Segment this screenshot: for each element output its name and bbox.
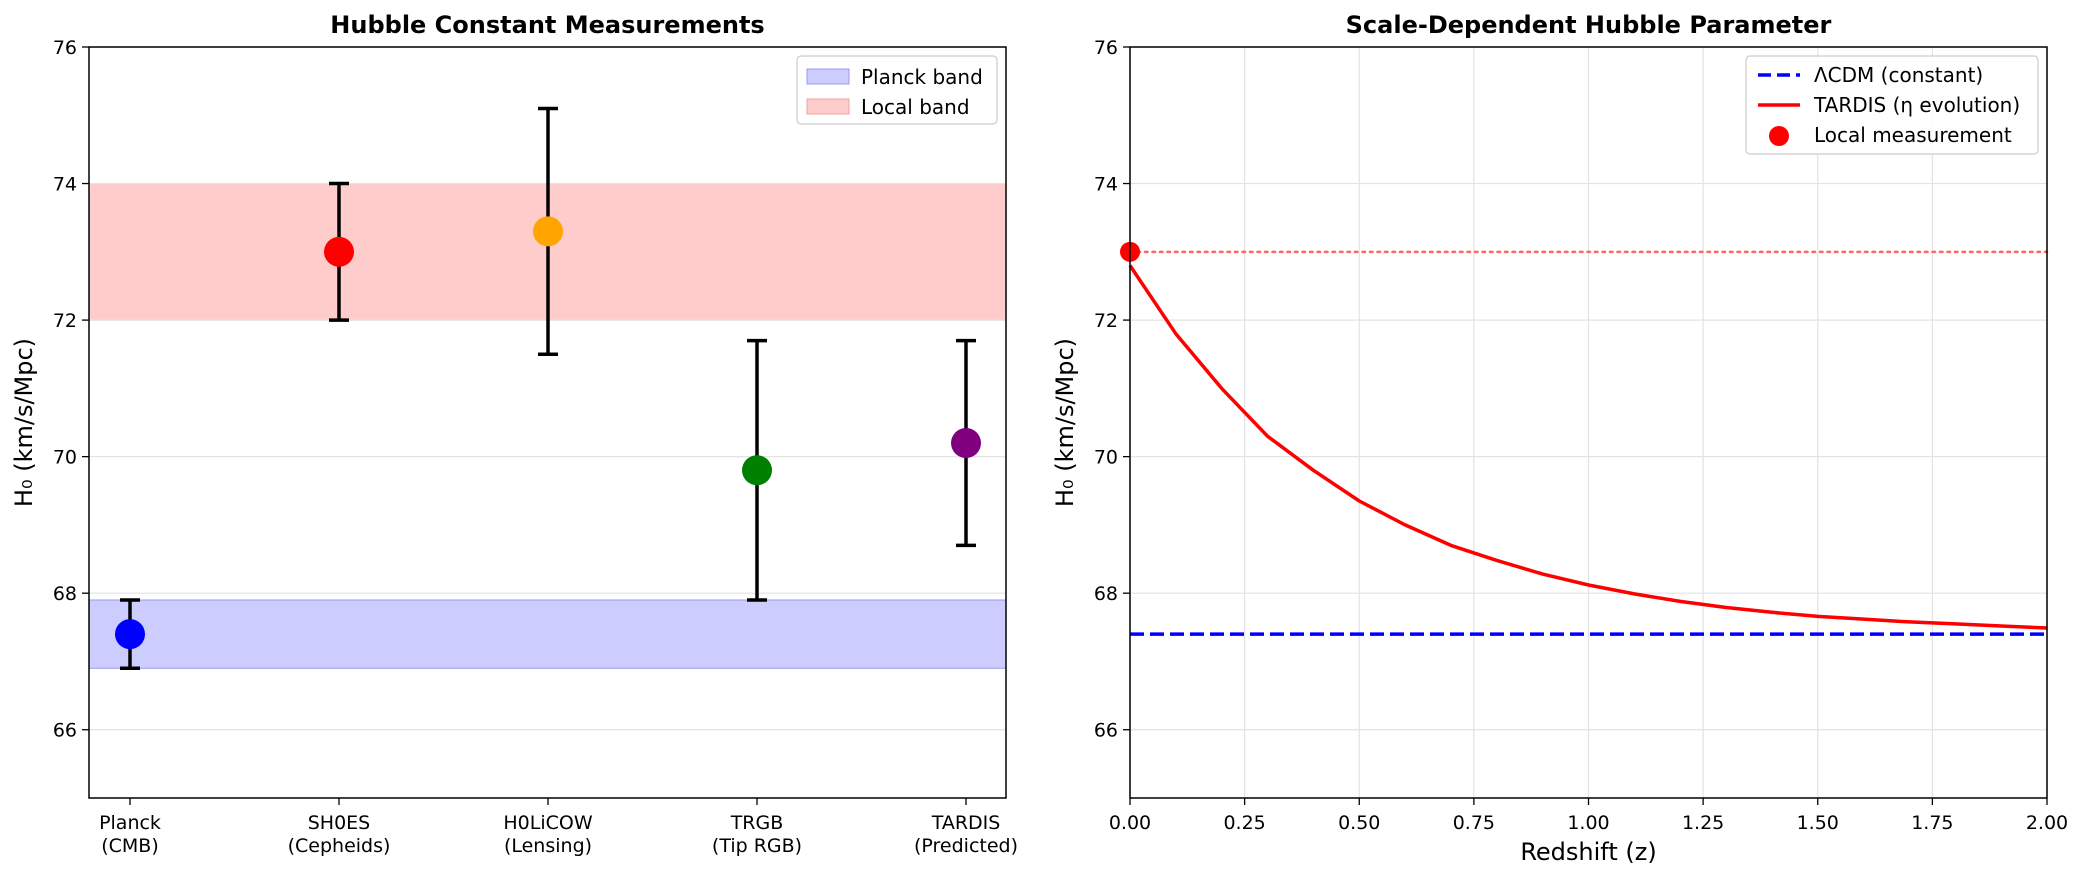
x-tick-label: 0.50 [1338, 812, 1380, 834]
data-point [115, 619, 145, 650]
x-tick-label: 0.25 [1223, 812, 1265, 834]
data-point [533, 216, 563, 247]
x-tick-label: 0.00 [1109, 812, 1151, 834]
x-tick-label: TRGB [730, 812, 784, 834]
y-tick-label: 70 [1094, 447, 1118, 469]
grid-layer [1129, 46, 2048, 798]
legend-swatch [806, 68, 850, 85]
legend-label: Planck band [861, 65, 983, 89]
legend: Planck band Local band [796, 55, 998, 125]
y-tick-label: 74 [1094, 174, 1118, 196]
legend-box [1745, 55, 2039, 155]
y-axis-label: H₀ (km/s/Mpc) [1051, 338, 1079, 507]
x-tick-label: (CMB) [101, 835, 159, 857]
y-axis: 66 68 70 72 74 76 [1094, 37, 1130, 742]
series-line [1128, 264, 2048, 630]
x-tick-label: Planck [99, 812, 161, 834]
data-point [742, 455, 772, 486]
x-tick-label: 1.75 [1911, 812, 1953, 834]
right-panel: 66 68 70 72 74 76 0.00 0.25 0.50 0.75 1.00 1.25 1.5… [1051, 11, 2068, 866]
left-panel: 66 68 70 72 74 76 Planck(CMB) SH0ES(Cepheids) H… [10, 11, 1018, 857]
x-tick-label: (Cepheids) [288, 835, 391, 857]
y-axis: 66 68 70 72 74 76 [53, 37, 89, 742]
y-tick-label: 76 [53, 37, 77, 59]
y-tick-label: 66 [53, 720, 77, 742]
x-axis-label: Redshift (z) [1520, 838, 1656, 866]
legend-label: Local band [861, 95, 970, 119]
y-tick-label: 70 [53, 447, 77, 469]
x-tick-label: 1.00 [1567, 812, 1609, 834]
legend-label: ΛCDM (constant) [1814, 63, 1983, 87]
x-tick-label: TARDIS [931, 812, 1001, 834]
data-point [951, 427, 981, 458]
band-planck-band [88, 599, 1007, 669]
x-tick-label: SH0ES [308, 812, 371, 834]
x-tick-label: 0.75 [1453, 812, 1495, 834]
legend-swatch [1769, 126, 1789, 146]
legend: ΛCDM (constant) TARDIS (η evolution) Local… [1745, 55, 2039, 155]
x-tick-label: (Tip RGB) [712, 835, 802, 857]
y-tick-label: 76 [1094, 37, 1118, 59]
x-tick-label: 2.00 [2026, 812, 2068, 834]
y-tick-label: 74 [53, 174, 77, 196]
chart-title: Hubble Constant Measurements [330, 11, 764, 39]
series-layer [1120, 241, 2049, 636]
y-tick-label: 68 [1094, 583, 1118, 605]
x-tick-label: 1.50 [1797, 812, 1839, 834]
legend-label: Local measurement [1814, 123, 2012, 147]
y-axis-label: H₀ (km/s/Mpc) [10, 338, 38, 507]
x-tick-label: (Predicted) [914, 835, 1018, 857]
data-point [324, 236, 354, 267]
point-layer [115, 216, 981, 650]
y-tick-label: 66 [1094, 720, 1118, 742]
y-tick-label: 72 [1094, 310, 1118, 332]
legend-label: TARDIS (η evolution) [1813, 93, 2020, 117]
x-tick-label: H0LiCOW [503, 812, 592, 834]
chart-title: Scale-Dependent Hubble Parameter [1346, 11, 1832, 39]
x-axis: Planck(CMB) SH0ES(Cepheids) H0LiCOW(Lensin… [99, 798, 1018, 857]
x-axis: 0.00 0.25 0.50 0.75 1.00 1.25 1.50 1.75 2.00 [1109, 798, 2068, 834]
y-tick-label: 72 [53, 310, 77, 332]
x-tick-label: (Lensing) [504, 835, 592, 857]
legend-swatch [806, 98, 850, 115]
y-tick-label: 68 [53, 583, 77, 605]
x-tick-label: 1.25 [1682, 812, 1724, 834]
